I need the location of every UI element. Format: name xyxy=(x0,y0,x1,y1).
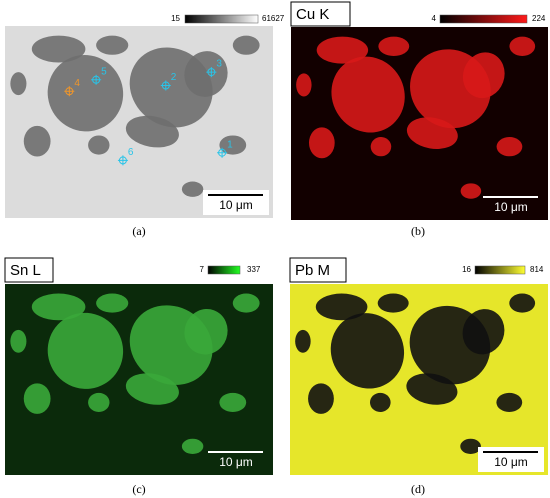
phase-region xyxy=(181,438,204,454)
marker-cross xyxy=(160,80,171,91)
phase-region xyxy=(460,183,482,199)
element-label: Cu K xyxy=(296,6,329,23)
phase-region xyxy=(219,392,247,412)
marker-label: 3 xyxy=(216,59,222,70)
phase-region xyxy=(370,137,392,157)
phase-region xyxy=(125,115,179,148)
phase-region xyxy=(88,135,110,155)
phase-region xyxy=(219,135,247,155)
colorbar-min: 7 xyxy=(200,265,205,274)
colorbar-max: 814 xyxy=(530,265,544,274)
caption: (a) xyxy=(132,224,145,238)
element-label: Pb M xyxy=(295,262,330,279)
phase-region xyxy=(308,383,334,414)
panel: 4 224 Cu K 10 μm (b) xyxy=(290,1,548,238)
panel: 7 337 Sn L 10 μm (c) xyxy=(4,257,273,496)
marker-label: 6 xyxy=(128,147,134,158)
scale-bar-label: 10 μm xyxy=(494,200,528,214)
phase-region xyxy=(496,137,523,157)
colorbar-max: 224 xyxy=(532,14,546,23)
phase-region xyxy=(406,373,458,405)
phase-region xyxy=(47,312,124,389)
micrograph xyxy=(5,26,273,218)
phase-region xyxy=(181,181,204,197)
phase-region xyxy=(296,73,312,97)
marker-cross xyxy=(217,147,228,158)
phase-region xyxy=(10,72,27,96)
phase-region xyxy=(184,51,228,97)
phase-region xyxy=(31,35,86,63)
phase-region xyxy=(378,36,410,56)
colorbar xyxy=(184,14,259,24)
marker-cross xyxy=(206,67,217,78)
phase-region xyxy=(308,127,335,159)
micrograph xyxy=(291,27,548,220)
marker-cross xyxy=(91,74,102,85)
scale-bar-label: 10 μm xyxy=(494,455,528,469)
phase-region xyxy=(509,293,536,313)
marker-label: 2 xyxy=(171,72,177,83)
micrograph xyxy=(290,284,548,475)
phase-region xyxy=(369,392,391,412)
micrograph xyxy=(5,284,273,475)
phase-region xyxy=(10,329,27,353)
caption: (c) xyxy=(132,482,145,496)
caption: (d) xyxy=(411,482,425,496)
phase-region xyxy=(406,117,458,149)
element-label-box xyxy=(4,257,54,283)
phase-region xyxy=(330,313,405,389)
colorbar-max: 337 xyxy=(247,265,261,274)
phase-region xyxy=(377,293,409,313)
phase-region xyxy=(232,35,260,55)
element-label-box xyxy=(290,1,351,27)
marker-label: 4 xyxy=(74,78,80,89)
element-label: Sn L xyxy=(10,262,41,279)
scale-bar-label: 10 μm xyxy=(219,455,253,469)
panel: 16 814 Pb M 10 μm (d) xyxy=(289,257,548,496)
colorbar xyxy=(474,265,526,275)
colorbar xyxy=(439,14,528,24)
colorbar-min: 15 xyxy=(171,14,180,23)
phase-region xyxy=(331,56,405,133)
scale-bar-label: 10 μm xyxy=(219,198,253,212)
caption: (b) xyxy=(411,224,425,238)
phase-region xyxy=(496,392,523,412)
marker-cross xyxy=(117,155,128,166)
marker-label: 1 xyxy=(227,139,233,150)
phase-region xyxy=(295,329,311,353)
phase-region xyxy=(460,438,481,454)
phase-region xyxy=(509,36,536,56)
phase-region xyxy=(23,383,51,414)
phase-region xyxy=(31,293,86,321)
panel: 15 61627 10 μm 1 2 3 4 5 6 (a) xyxy=(5,14,285,238)
marker-label: 5 xyxy=(101,66,107,77)
phase-region xyxy=(96,35,129,55)
phase-region xyxy=(462,52,505,99)
phase-region xyxy=(96,293,129,313)
phase-region xyxy=(462,309,505,355)
marker-cross xyxy=(64,86,75,97)
phase-region xyxy=(125,373,179,405)
colorbar-min: 16 xyxy=(462,265,471,274)
phase-region xyxy=(23,125,51,157)
phase-region xyxy=(315,293,368,321)
phase-region xyxy=(316,36,369,64)
colorbar xyxy=(207,265,241,275)
colorbar-min: 4 xyxy=(432,14,437,23)
phase-region xyxy=(88,392,110,412)
element-label-box xyxy=(289,257,347,283)
phase-region xyxy=(184,308,228,355)
phase-region xyxy=(47,55,124,132)
phase-region xyxy=(232,293,260,313)
colorbar-max: 61627 xyxy=(262,14,285,23)
